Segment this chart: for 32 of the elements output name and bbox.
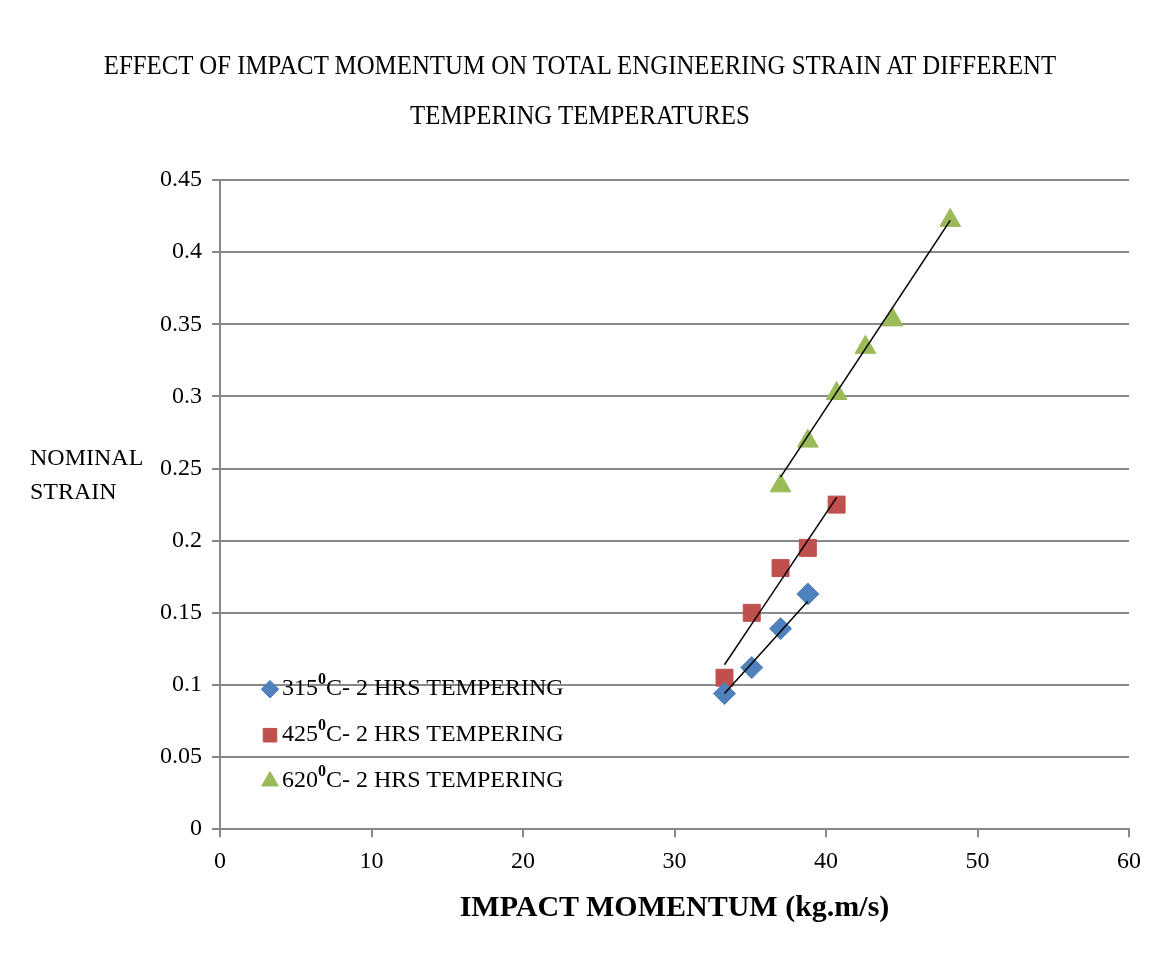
- x-axis-title: IMPACT MOMENTUM (kg.m/s): [459, 888, 890, 923]
- y-tick-label: 0.35: [160, 309, 202, 336]
- y-tick-label: 0.2: [172, 525, 202, 552]
- point: [939, 207, 962, 227]
- y-tick-label: 0.25: [160, 453, 202, 480]
- x-tick-label: 10: [359, 846, 384, 873]
- y-tick-label: 0.4: [172, 237, 202, 264]
- point: [715, 668, 734, 687]
- y-tick-label: 0.05: [160, 742, 202, 769]
- x-tick-label: 60: [1117, 846, 1141, 873]
- x-tick-label: 0: [214, 846, 226, 873]
- point: [742, 603, 761, 622]
- x-tick-label: 50: [965, 846, 990, 873]
- y-axis-title: NOMINAL STRAIN: [30, 443, 144, 506]
- point: [854, 334, 877, 354]
- point: [771, 559, 790, 578]
- x-tick-label: 40: [814, 846, 838, 873]
- y-tick-label: 0.1: [172, 670, 202, 697]
- point: [881, 307, 904, 327]
- x-tick-label: 30: [662, 846, 687, 873]
- y-tick-label: 0.15: [160, 598, 202, 625]
- point: [827, 495, 846, 514]
- y-tick-label: 0.45: [160, 165, 202, 192]
- point: [769, 617, 793, 641]
- point: [796, 582, 820, 606]
- point: [769, 473, 792, 493]
- point: [740, 656, 764, 680]
- y-tick-label: 0.3: [172, 381, 202, 408]
- x-tick-label: 20: [511, 846, 535, 873]
- y-tick-label: 0: [190, 814, 202, 841]
- point: [713, 682, 736, 706]
- chart-title: EFFECT OF IMPACT MOMENTUM ON TOTAL ENGINEERING STRAIN AT DIFFERENT TEMPERING TEMPERATURES: [102, 49, 1058, 132]
